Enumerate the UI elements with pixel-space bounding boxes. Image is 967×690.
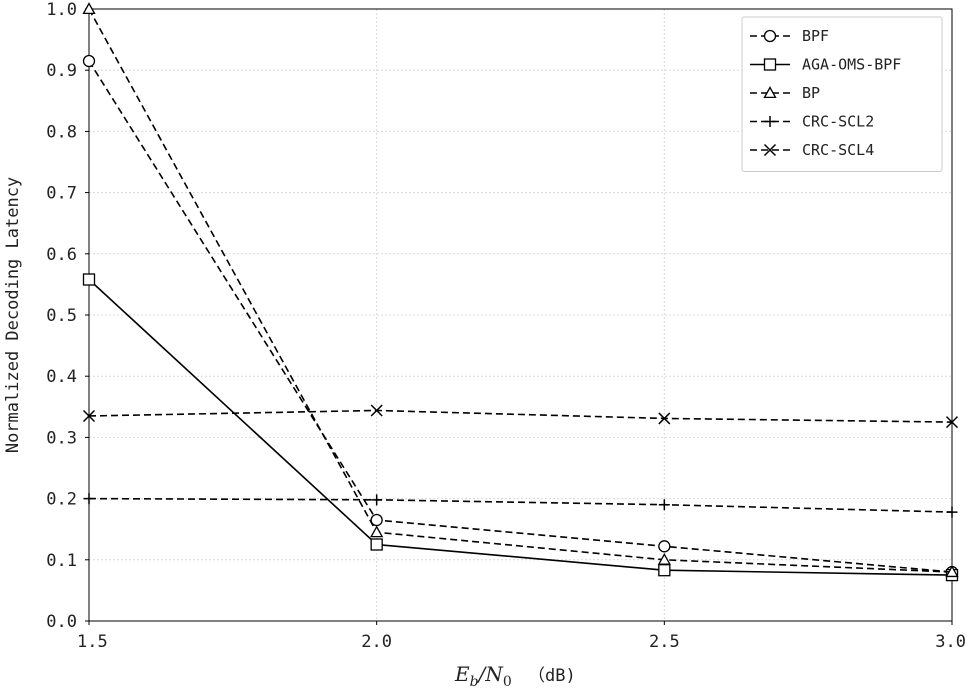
x-axis-label-math: Eb/N0 [454, 662, 512, 690]
legend-label: AGA-OMS-BPF [802, 56, 901, 74]
data-point [658, 412, 671, 425]
data-point [82, 54, 96, 68]
legend-item: BP [750, 84, 820, 102]
x-tick-label: 2.5 [649, 632, 680, 652]
y-tick-label: 0.2 [46, 490, 77, 510]
legend-label: CRC-SCL4 [802, 141, 874, 159]
legend-label: BP [802, 84, 820, 102]
series-line [88, 497, 953, 513]
series-line [88, 60, 953, 573]
y-tick-label: 0.3 [46, 428, 77, 448]
x-tick-label: 3.0 [935, 632, 966, 652]
data-point [83, 493, 95, 505]
series-line [88, 409, 953, 423]
x-tick-label: 1.5 [77, 632, 108, 652]
x-tick-label: 2.0 [361, 632, 392, 652]
y-tick-label: 0.0 [46, 612, 77, 632]
x-axis-label-sub-0: 0 [503, 674, 512, 690]
legend-item: CRC-SCL2 [750, 113, 874, 131]
y-axis-label: Normalized Decoding Latency [3, 177, 23, 453]
x-axis-label-sub-b: b [470, 674, 479, 690]
series-aga-oms-bpf [82, 273, 959, 582]
series-line [88, 278, 953, 576]
y-tick-label: 0.7 [46, 184, 77, 204]
y-tick-label: 1.0 [46, 0, 77, 20]
y-tick-label: 0.8 [46, 122, 77, 142]
series-bp [82, 2, 959, 578]
legend-marker [763, 86, 777, 99]
x-axis-label-unit: （dB) [528, 666, 576, 686]
x-axis-label-e: E [454, 662, 470, 686]
legend-item: CRC-SCL4 [750, 141, 874, 159]
y-tick-label: 0.1 [46, 551, 77, 571]
data-point [82, 273, 96, 286]
legend-label: CRC-SCL2 [802, 113, 874, 131]
axis-ticks: 0.0 0.1 0.2 0.3 0.4 0.5 0.6 0.7 0.8 0.9 1.0 1.5 2.0 2… [46, 0, 966, 652]
y-tick-label: 0.9 [46, 61, 77, 81]
series-line [88, 8, 953, 573]
legend-marker [764, 116, 776, 127]
data-point [658, 499, 670, 511]
data-point [371, 494, 383, 506]
series-crc-scl2 [83, 493, 958, 518]
data-point [658, 564, 671, 577]
legend-item: BPF [750, 27, 829, 45]
data-point [370, 538, 383, 551]
data-point [945, 416, 959, 429]
data-point [370, 525, 384, 538]
data-point [82, 2, 96, 15]
data-point [370, 404, 383, 417]
data-point [658, 540, 671, 553]
data-point [945, 565, 959, 578]
data-point [946, 506, 958, 518]
data-point [82, 409, 96, 423]
legend-marker [763, 58, 777, 71]
series-layer [82, 2, 959, 582]
legend-item: AGA-OMS-BPF [750, 56, 901, 74]
x-axis-label: Eb/N0 （dB) [454, 662, 576, 690]
y-tick-label: 0.6 [46, 245, 77, 265]
legend-box [741, 16, 943, 172]
data-point [657, 552, 671, 565]
x-axis-label-slash: /N [477, 662, 505, 686]
series-crc-scl4 [82, 404, 959, 429]
legend: BPF AGA-OMS-BPF BP CRC-SCL2 CRC-SCL4 [741, 16, 943, 172]
legend-marker [763, 143, 777, 157]
y-tick-label: 0.5 [46, 306, 77, 326]
legend-marker [763, 29, 777, 43]
legend-label: BPF [802, 27, 829, 45]
y-tick-label: 0.4 [46, 367, 77, 387]
